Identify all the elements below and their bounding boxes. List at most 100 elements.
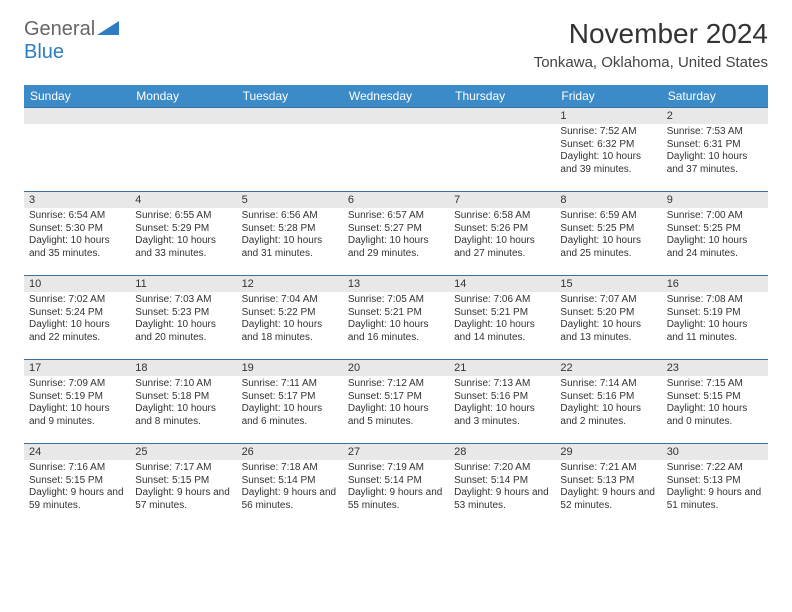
daylight-line: Daylight: 10 hours and 33 minutes. <box>135 235 231 260</box>
daylight-line: Daylight: 10 hours and 11 minutes. <box>667 319 763 344</box>
daylight-line: Daylight: 9 hours and 57 minutes. <box>135 487 231 512</box>
sunset-line: Sunset: 5:16 PM <box>560 391 656 404</box>
calendar-cell <box>237 108 343 192</box>
sunrise-line: Sunrise: 7:08 AM <box>667 294 763 307</box>
day-text: Sunrise: 7:13 AMSunset: 5:16 PMDaylight:… <box>449 376 555 430</box>
day-text: Sunrise: 6:58 AMSunset: 5:26 PMDaylight:… <box>449 208 555 262</box>
day-text: Sunrise: 7:12 AMSunset: 5:17 PMDaylight:… <box>343 376 449 430</box>
calendar-cell: 8Sunrise: 6:59 AMSunset: 5:25 PMDaylight… <box>555 192 661 276</box>
day-text: Sunrise: 7:09 AMSunset: 5:19 PMDaylight:… <box>24 376 130 430</box>
daylight-line: Daylight: 10 hours and 20 minutes. <box>135 319 231 344</box>
day-number: 30 <box>662 444 768 460</box>
dayname: Friday <box>555 85 661 108</box>
day-text: Sunrise: 7:02 AMSunset: 5:24 PMDaylight:… <box>24 292 130 346</box>
daylight-line: Daylight: 10 hours and 22 minutes. <box>29 319 125 344</box>
calendar-table: Sunday Monday Tuesday Wednesday Thursday… <box>24 85 768 528</box>
calendar-body: 1Sunrise: 7:52 AMSunset: 6:32 PMDaylight… <box>24 108 768 528</box>
calendar-cell: 12Sunrise: 7:04 AMSunset: 5:22 PMDayligh… <box>237 276 343 360</box>
day-number: 16 <box>662 276 768 292</box>
sunset-line: Sunset: 5:17 PM <box>348 391 444 404</box>
day-text: Sunrise: 7:07 AMSunset: 5:20 PMDaylight:… <box>555 292 661 346</box>
day-text: Sunrise: 6:54 AMSunset: 5:30 PMDaylight:… <box>24 208 130 262</box>
sunrise-line: Sunrise: 7:17 AM <box>135 462 231 475</box>
day-number: 9 <box>662 192 768 208</box>
dayname-row: Sunday Monday Tuesday Wednesday Thursday… <box>24 85 768 108</box>
daylight-line: Daylight: 10 hours and 27 minutes. <box>454 235 550 260</box>
dayname: Saturday <box>662 85 768 108</box>
title-block: November 2024 Tonkawa, Oklahoma, United … <box>534 18 768 71</box>
sunset-line: Sunset: 5:20 PM <box>560 307 656 320</box>
day-text: Sunrise: 7:17 AMSunset: 5:15 PMDaylight:… <box>130 460 236 514</box>
sunset-line: Sunset: 5:15 PM <box>135 475 231 488</box>
day-number: 10 <box>24 276 130 292</box>
calendar-cell: 6Sunrise: 6:57 AMSunset: 5:27 PMDaylight… <box>343 192 449 276</box>
sunset-line: Sunset: 5:27 PM <box>348 223 444 236</box>
sunset-line: Sunset: 5:19 PM <box>29 391 125 404</box>
day-number: 24 <box>24 444 130 460</box>
sunset-line: Sunset: 5:23 PM <box>135 307 231 320</box>
daylight-line: Daylight: 10 hours and 0 minutes. <box>667 403 763 428</box>
day-number: 28 <box>449 444 555 460</box>
calendar-row: 10Sunrise: 7:02 AMSunset: 5:24 PMDayligh… <box>24 276 768 360</box>
day-text: Sunrise: 7:15 AMSunset: 5:15 PMDaylight:… <box>662 376 768 430</box>
day-text: Sunrise: 7:08 AMSunset: 5:19 PMDaylight:… <box>662 292 768 346</box>
sunset-line: Sunset: 5:15 PM <box>667 391 763 404</box>
sunrise-line: Sunrise: 7:05 AM <box>348 294 444 307</box>
day-text: Sunrise: 7:19 AMSunset: 5:14 PMDaylight:… <box>343 460 449 514</box>
calendar-cell: 18Sunrise: 7:10 AMSunset: 5:18 PMDayligh… <box>130 360 236 444</box>
calendar-cell: 17Sunrise: 7:09 AMSunset: 5:19 PMDayligh… <box>24 360 130 444</box>
sunset-line: Sunset: 5:24 PM <box>29 307 125 320</box>
calendar-cell: 21Sunrise: 7:13 AMSunset: 5:16 PMDayligh… <box>449 360 555 444</box>
calendar-cell: 25Sunrise: 7:17 AMSunset: 5:15 PMDayligh… <box>130 444 236 528</box>
calendar-row: 1Sunrise: 7:52 AMSunset: 6:32 PMDaylight… <box>24 108 768 192</box>
daylight-line: Daylight: 9 hours and 52 minutes. <box>560 487 656 512</box>
day-text: Sunrise: 7:00 AMSunset: 5:25 PMDaylight:… <box>662 208 768 262</box>
day-text: Sunrise: 7:06 AMSunset: 5:21 PMDaylight:… <box>449 292 555 346</box>
sunset-line: Sunset: 5:18 PM <box>135 391 231 404</box>
page: General Blue November 2024 Tonkawa, Okla… <box>0 0 792 546</box>
day-text: Sunrise: 7:11 AMSunset: 5:17 PMDaylight:… <box>237 376 343 430</box>
day-number <box>130 108 236 124</box>
daylight-line: Daylight: 10 hours and 35 minutes. <box>29 235 125 260</box>
calendar-row: 17Sunrise: 7:09 AMSunset: 5:19 PMDayligh… <box>24 360 768 444</box>
sunset-line: Sunset: 5:28 PM <box>242 223 338 236</box>
daylight-line: Daylight: 9 hours and 56 minutes. <box>242 487 338 512</box>
dayname: Monday <box>130 85 236 108</box>
calendar-cell: 22Sunrise: 7:14 AMSunset: 5:16 PMDayligh… <box>555 360 661 444</box>
sunrise-line: Sunrise: 6:58 AM <box>454 210 550 223</box>
daylight-line: Daylight: 10 hours and 8 minutes. <box>135 403 231 428</box>
sunset-line: Sunset: 5:22 PM <box>242 307 338 320</box>
dayname: Sunday <box>24 85 130 108</box>
day-text: Sunrise: 7:03 AMSunset: 5:23 PMDaylight:… <box>130 292 236 346</box>
calendar-cell: 24Sunrise: 7:16 AMSunset: 5:15 PMDayligh… <box>24 444 130 528</box>
calendar-cell: 14Sunrise: 7:06 AMSunset: 5:21 PMDayligh… <box>449 276 555 360</box>
daylight-line: Daylight: 10 hours and 5 minutes. <box>348 403 444 428</box>
day-text: Sunrise: 6:57 AMSunset: 5:27 PMDaylight:… <box>343 208 449 262</box>
calendar-cell: 29Sunrise: 7:21 AMSunset: 5:13 PMDayligh… <box>555 444 661 528</box>
sunrise-line: Sunrise: 7:13 AM <box>454 378 550 391</box>
sunrise-line: Sunrise: 7:16 AM <box>29 462 125 475</box>
sunrise-line: Sunrise: 6:54 AM <box>29 210 125 223</box>
calendar-cell: 30Sunrise: 7:22 AMSunset: 5:13 PMDayligh… <box>662 444 768 528</box>
daylight-line: Daylight: 9 hours and 51 minutes. <box>667 487 763 512</box>
sunset-line: Sunset: 6:32 PM <box>560 139 656 152</box>
calendar-cell: 4Sunrise: 6:55 AMSunset: 5:29 PMDaylight… <box>130 192 236 276</box>
day-text: Sunrise: 6:56 AMSunset: 5:28 PMDaylight:… <box>237 208 343 262</box>
dayname: Wednesday <box>343 85 449 108</box>
daylight-line: Daylight: 9 hours and 53 minutes. <box>454 487 550 512</box>
sunrise-line: Sunrise: 7:04 AM <box>242 294 338 307</box>
daylight-line: Daylight: 9 hours and 55 minutes. <box>348 487 444 512</box>
day-text: Sunrise: 7:04 AMSunset: 5:22 PMDaylight:… <box>237 292 343 346</box>
day-number <box>343 108 449 124</box>
calendar-row: 24Sunrise: 7:16 AMSunset: 5:15 PMDayligh… <box>24 444 768 528</box>
sunset-line: Sunset: 5:16 PM <box>454 391 550 404</box>
calendar-cell: 26Sunrise: 7:18 AMSunset: 5:14 PMDayligh… <box>237 444 343 528</box>
sunrise-line: Sunrise: 7:09 AM <box>29 378 125 391</box>
day-number: 15 <box>555 276 661 292</box>
logo-text: General Blue <box>24 18 119 64</box>
day-number <box>24 108 130 124</box>
sunset-line: Sunset: 5:25 PM <box>560 223 656 236</box>
sunrise-line: Sunrise: 7:22 AM <box>667 462 763 475</box>
daylight-line: Daylight: 10 hours and 29 minutes. <box>348 235 444 260</box>
daylight-line: Daylight: 10 hours and 16 minutes. <box>348 319 444 344</box>
